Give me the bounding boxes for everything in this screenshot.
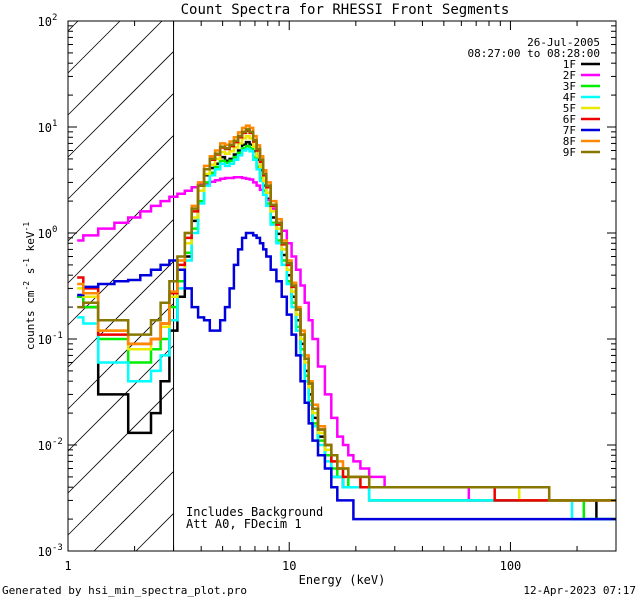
y-tick-label: 10 (38, 545, 52, 559)
series-line-1F (77, 140, 616, 521)
y-tick-label: 10 (38, 333, 52, 347)
hatch-line (93, 471, 174, 552)
legend-label: 3F (563, 80, 576, 93)
y-tick-label: 10 (38, 121, 52, 135)
legend-label: 1F (563, 58, 576, 71)
y-tick-exponent: 2 (52, 13, 57, 23)
hatch-line (67, 20, 163, 116)
hatch-line (67, 51, 174, 158)
plot-frame (67, 20, 617, 552)
annotation-attenuator: Att A0, FDecim 1 (186, 517, 302, 531)
y-tick-exponent: -2 (52, 437, 63, 447)
below-threshold-hatch (67, 20, 175, 552)
x-axis-label: Energy (keV) (299, 573, 386, 587)
legend-label: 9F (563, 146, 576, 159)
legend-label: 5F (563, 102, 576, 115)
legend-label: 2F (563, 69, 576, 82)
hatch-line (67, 93, 174, 200)
hatch-line (67, 20, 121, 74)
hatch-line (67, 135, 174, 242)
hatch-line (135, 513, 174, 552)
y-tick-exponent: 1 (52, 119, 57, 129)
series-line-3F (77, 144, 616, 521)
hatch-line (67, 177, 174, 284)
y-tick-label: 10 (38, 227, 52, 241)
footer-timestamp: 12-Apr-2023 07:17 (523, 584, 636, 597)
hatch-line (67, 345, 174, 452)
series-line-9F (77, 128, 616, 502)
y-tick-exponent: 0 (52, 225, 57, 235)
series-lines (77, 124, 616, 521)
hatch-line (67, 429, 174, 536)
series-line-7F (77, 231, 616, 521)
hatch-line (67, 387, 174, 494)
x-tick-label: 100 (500, 559, 522, 573)
y-tick-exponent: -3 (52, 543, 63, 553)
x-tick-label: 1 (64, 559, 71, 573)
legend-label: 6F (563, 113, 576, 126)
y-axis-label: counts cm-2 s-1 keV-1 (22, 222, 37, 350)
legend-label: 4F (563, 91, 576, 104)
annotation-background: Includes Background (186, 505, 323, 519)
legend-label: 8F (563, 135, 576, 148)
y-tick-exponent: -1 (52, 331, 63, 341)
series-line-4F (77, 147, 616, 521)
time-range-label: 08:27:00 to 08:28:00 (468, 47, 600, 60)
axes: 10 -310 -210 -110 010 110 21 10 100 (38, 13, 617, 573)
date-label: 26-Jul-2005 (527, 36, 600, 49)
x-tick-label: 10 (282, 559, 296, 573)
hatch-line (67, 261, 174, 368)
chart-title: Count Spectra for RHESSI Front Segments (181, 2, 510, 18)
legend-label: 7F (563, 124, 576, 137)
footer-generated-by: Generated by hsi_min_spectra_plot.pro (2, 584, 247, 597)
y-tick-label: 10 (38, 439, 52, 453)
y-tick-label: 10 (38, 15, 52, 29)
